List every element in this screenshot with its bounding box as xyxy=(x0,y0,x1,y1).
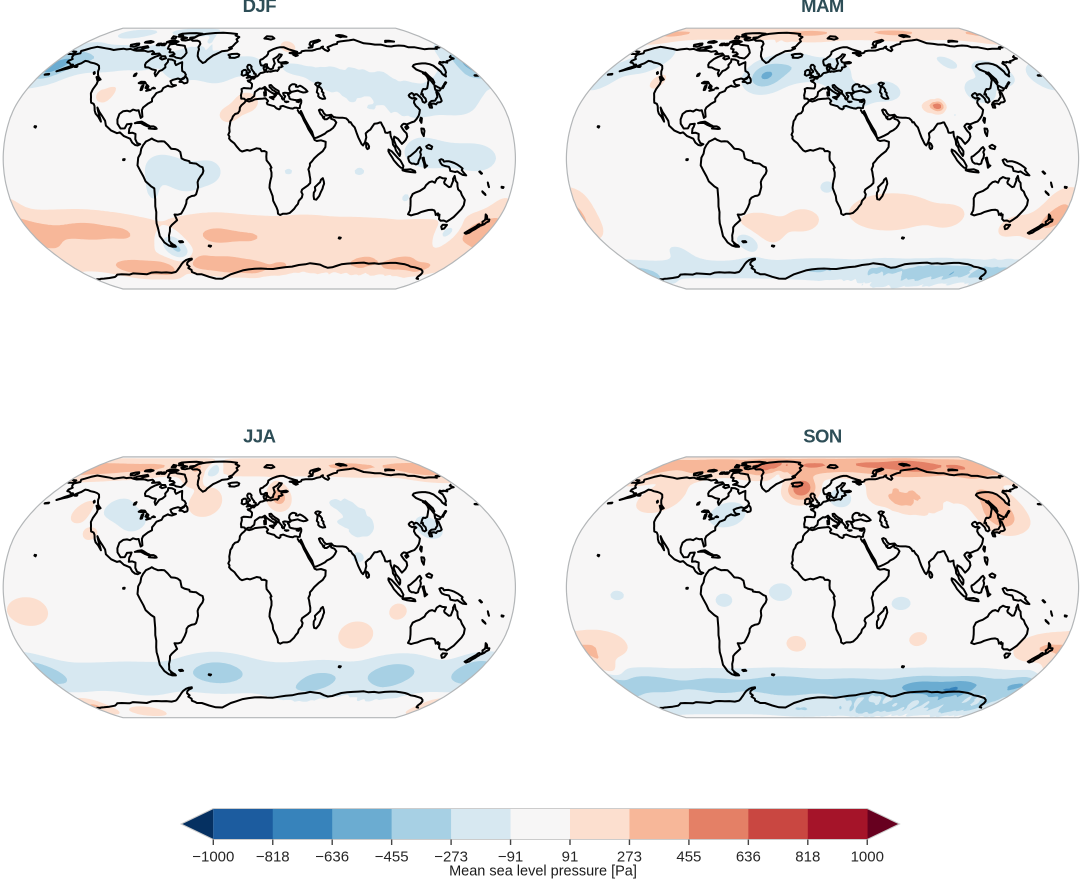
svg-text:455: 455 xyxy=(676,849,701,866)
svg-text:91: 91 xyxy=(562,849,579,866)
svg-text:−636: −636 xyxy=(315,849,349,866)
svg-text:SON: SON xyxy=(803,426,842,447)
svg-text:1000: 1000 xyxy=(851,849,884,866)
svg-text:−91: −91 xyxy=(498,849,523,866)
svg-text:DJF: DJF xyxy=(243,0,277,16)
svg-text:−818: −818 xyxy=(256,849,290,866)
svg-text:MAM: MAM xyxy=(801,0,844,16)
svg-text:636: 636 xyxy=(736,849,761,866)
svg-text:273: 273 xyxy=(617,849,642,866)
svg-text:−273: −273 xyxy=(434,849,468,866)
svg-text:818: 818 xyxy=(795,849,820,866)
svg-text:JJA: JJA xyxy=(243,426,276,447)
svg-text:−1000: −1000 xyxy=(192,849,234,866)
svg-text:−455: −455 xyxy=(375,849,409,866)
svg-text:Mean sea level pressure [Pa]: Mean sea level pressure [Pa] xyxy=(449,864,637,880)
